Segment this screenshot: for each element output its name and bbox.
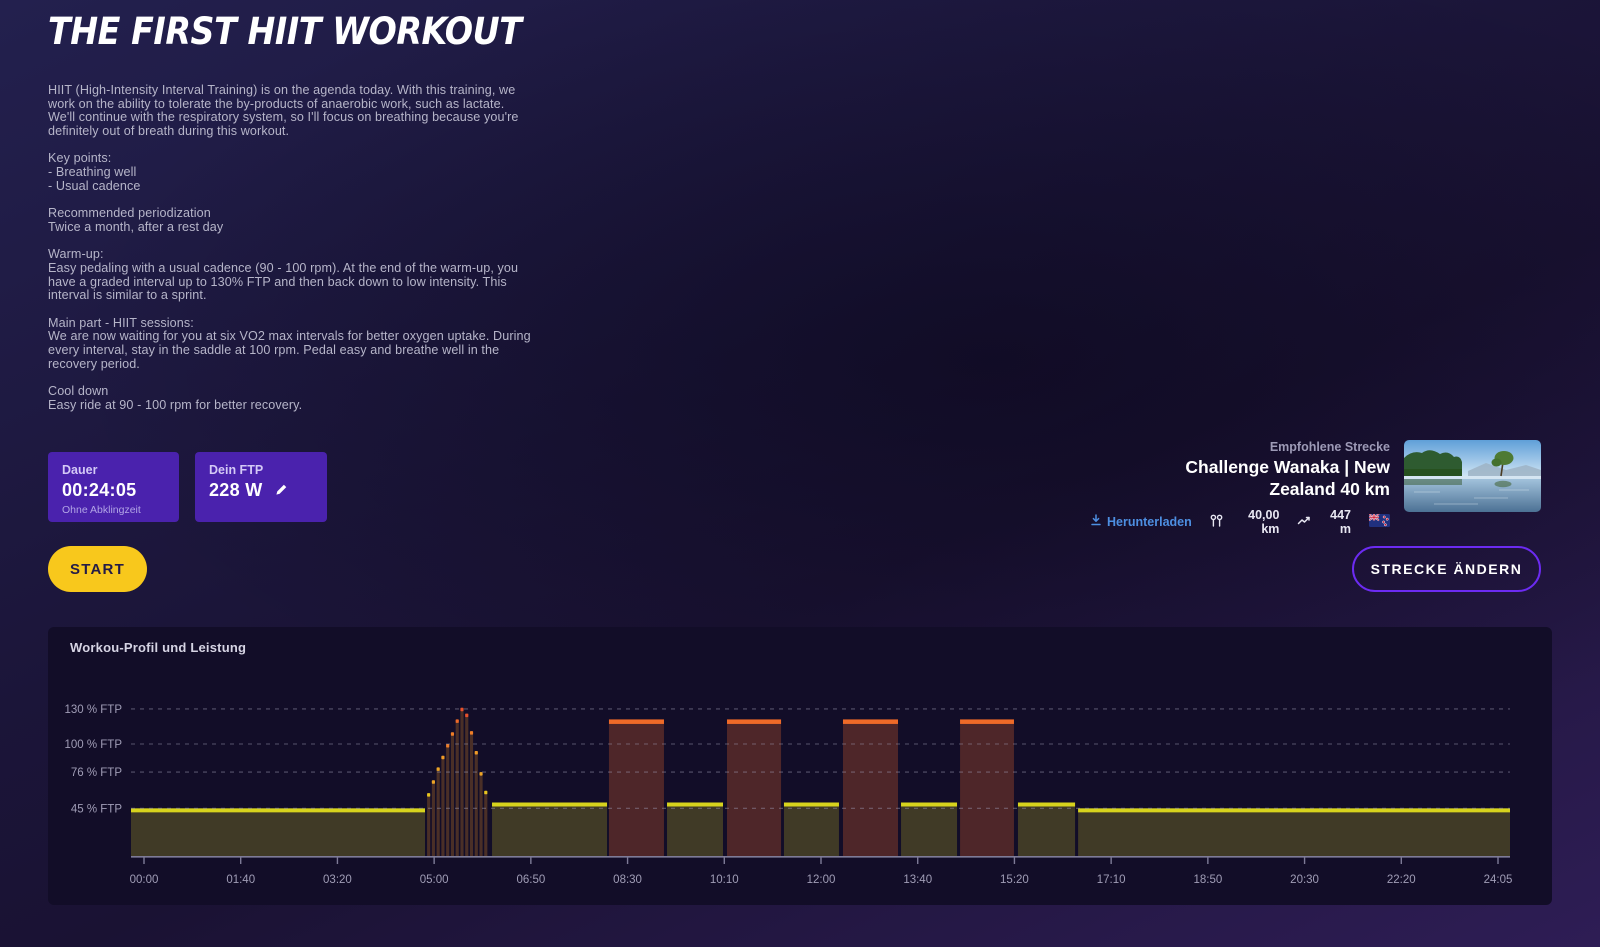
route-distance: 40,00 km xyxy=(1210,507,1280,536)
chart-title: Workou-Profil und Leistung xyxy=(70,640,247,655)
description-paragraph: Main part - HIIT sessions: We are now wa… xyxy=(48,315,531,371)
workout-profile-panel: Workou-Profil und Leistung 130 % FTP 100 … xyxy=(48,627,1552,905)
workout-chart-svg: 130 % FTP 100 % FTP 76 % FTP 45 % FTP 00:00 0… xyxy=(64,704,1513,886)
description-paragraph: Warm-up: Easy pedaling with a usual cade… xyxy=(48,247,519,303)
workout-description: HIIT (High-Intensity Interval Training) … xyxy=(48,83,608,426)
duration-card: Dauer 00:24:05 Ohne Abklingzeit xyxy=(48,452,179,522)
route-thumbnail[interactable] xyxy=(1404,440,1541,512)
description-paragraph: Cool down Easy ride at 90 - 100 rpm for … xyxy=(48,384,303,412)
svg-text:100 % FTP: 100 % FTP xyxy=(64,739,122,751)
recommended-route: Empfohlene Strecke Challenge Wanaka | Ne… xyxy=(1090,440,1390,536)
duration-note: Ohne Abklingzeit xyxy=(62,504,141,516)
new-zealand-flag-icon xyxy=(1368,513,1390,530)
ftp-value: 228 W xyxy=(209,480,263,500)
ftp-label: Dein FTP xyxy=(209,463,264,477)
route-elevation: 447 m xyxy=(1297,508,1351,536)
svg-text:12:00: 12:00 xyxy=(807,874,836,886)
svg-text:00:00: 00:00 xyxy=(130,874,159,886)
svg-text:05:00: 05:00 xyxy=(420,874,449,886)
download-label: Herunterladen xyxy=(1107,514,1192,529)
download-link[interactable]: Herunterladen xyxy=(1090,514,1192,529)
svg-text:08:30: 08:30 xyxy=(613,874,642,886)
duration-label: Dauer xyxy=(62,463,98,477)
svg-text:20:30: 20:30 xyxy=(1290,874,1319,886)
svg-text:13:40: 13:40 xyxy=(903,874,932,886)
svg-text:130 % FTP: 130 % FTP xyxy=(64,704,122,716)
svg-text:06:50: 06:50 xyxy=(516,874,545,886)
svg-text:03:20: 03:20 xyxy=(323,874,352,886)
description-paragraph: HIIT (High-Intensity Interval Training) … xyxy=(48,83,519,138)
svg-text:15:20: 15:20 xyxy=(1000,874,1029,886)
page-title: THE FIRST HIIT WORKOUT xyxy=(48,10,522,53)
description-paragraph: Key points: - Breathing well - Usual cad… xyxy=(48,151,141,193)
start-button[interactable]: START xyxy=(48,546,147,592)
description-paragraph: Recommended periodization Twice a month,… xyxy=(48,206,224,234)
ftp-edit-button[interactable] xyxy=(275,483,288,496)
svg-text:24:05: 24:05 xyxy=(1484,874,1513,886)
svg-text:18:50: 18:50 xyxy=(1193,874,1222,886)
svg-text:17:10: 17:10 xyxy=(1097,874,1126,886)
workout-stats: Dauer 00:24:05 Ohne Abklingzeit Dein FTP… xyxy=(48,452,327,522)
route-distance-icon xyxy=(1210,514,1223,530)
route-elevation-value: 447 m xyxy=(1330,507,1351,536)
route-name: Challenge Wanaka | New Zealand 40 km xyxy=(1185,457,1390,500)
change-route-button[interactable]: STRECKE ÄNDERN xyxy=(1352,546,1541,592)
download-icon xyxy=(1090,514,1102,529)
elevation-icon xyxy=(1297,514,1311,529)
ftp-card: Dein FTP 228 W xyxy=(195,452,327,522)
svg-text:01:40: 01:40 xyxy=(226,874,255,886)
route-distance-value: 40,00 km xyxy=(1248,507,1280,536)
svg-text:76 % FTP: 76 % FTP xyxy=(71,767,122,779)
svg-text:22:20: 22:20 xyxy=(1387,874,1416,886)
route-eyebrow: Empfohlene Strecke xyxy=(1269,440,1390,454)
duration-value: 00:24:05 xyxy=(62,480,137,500)
pencil-icon xyxy=(275,484,288,499)
svg-text:45 % FTP: 45 % FTP xyxy=(71,803,122,815)
svg-text:10:10: 10:10 xyxy=(710,874,739,886)
